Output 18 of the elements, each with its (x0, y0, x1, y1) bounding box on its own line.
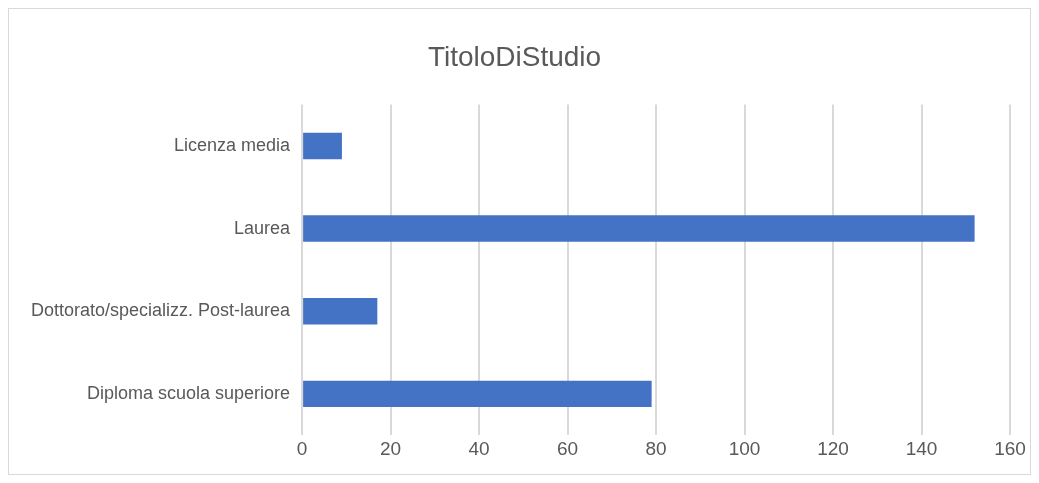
x-tick-label: 0 (296, 437, 308, 459)
y-tick-label: Dottorato/specializz. Post-laurea (30, 300, 292, 321)
y-tick-label: Laurea (234, 217, 292, 238)
x-tick-label: 60 (557, 437, 579, 459)
x-tick-label: 80 (645, 437, 667, 459)
x-tick-label: 40 (468, 437, 490, 459)
x-tick-label: 160 (994, 437, 1026, 459)
chart-title: TitoloDiStudio (427, 40, 602, 72)
y-tick-label: Licenza media (174, 134, 292, 155)
x-tick-label: 100 (728, 437, 761, 459)
bar (303, 215, 975, 242)
y-tick-label: Diploma scuola superiore (87, 382, 291, 403)
x-tick-label: 140 (905, 437, 938, 459)
bar (303, 132, 342, 160)
bar (303, 380, 652, 408)
x-tick-label: 20 (380, 437, 402, 459)
x-tick-label: 120 (817, 437, 849, 459)
bar (303, 298, 378, 325)
